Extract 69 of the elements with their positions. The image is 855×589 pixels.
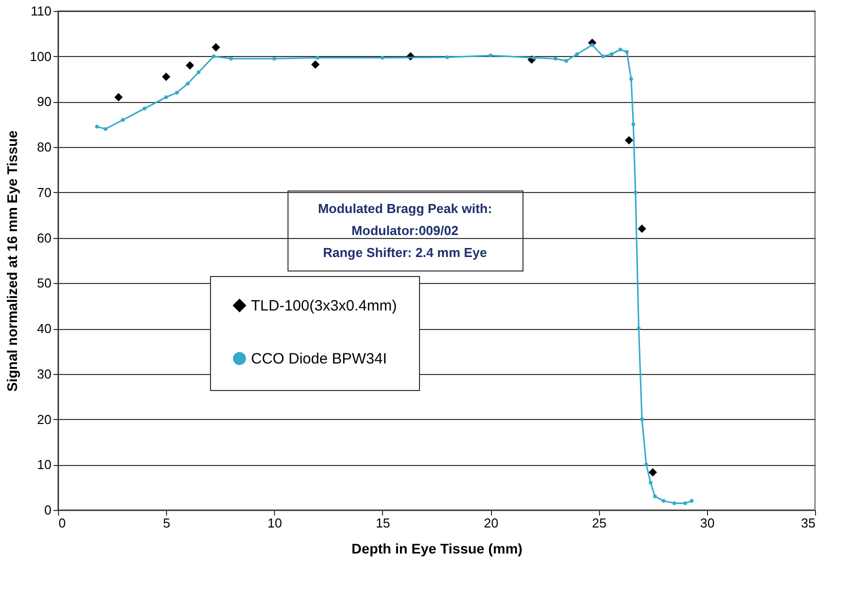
point xyxy=(564,59,568,63)
point xyxy=(164,95,168,100)
y-tick-label: 40 xyxy=(37,321,52,336)
point xyxy=(631,122,636,126)
y-axis-title: Signal normalized at 16 mm Eye Tissue xyxy=(4,130,20,392)
point xyxy=(554,56,558,60)
point xyxy=(690,499,694,503)
point xyxy=(212,54,216,58)
point xyxy=(638,224,646,233)
y-tick-label: 30 xyxy=(37,366,52,382)
point xyxy=(229,56,233,60)
point xyxy=(648,468,657,477)
x-tick-label: 20 xyxy=(484,516,498,530)
point xyxy=(648,480,652,485)
point xyxy=(95,124,99,129)
point xyxy=(624,50,629,54)
point xyxy=(644,462,648,467)
point xyxy=(316,56,320,60)
point xyxy=(445,55,450,60)
point xyxy=(186,61,194,70)
point xyxy=(488,54,492,58)
y-tick-label: 0 xyxy=(44,502,52,518)
x-tick-label: 30 xyxy=(700,516,715,530)
legend-label: CCO Diode BPW34I xyxy=(251,350,387,368)
x-tick-label: 0 xyxy=(58,516,66,530)
x-tick-label: 10 xyxy=(268,516,282,530)
annotation: Modulated Bragg Peak with: xyxy=(318,201,492,216)
point xyxy=(636,326,641,330)
point xyxy=(624,136,634,144)
y-tick-label: 100 xyxy=(30,48,52,64)
point xyxy=(575,52,579,56)
x-tick-label: 5 xyxy=(163,516,170,530)
point xyxy=(121,118,125,122)
point xyxy=(104,127,108,131)
x-tick-label: 35 xyxy=(801,516,816,530)
point xyxy=(162,72,170,81)
point xyxy=(175,90,179,95)
point xyxy=(634,190,638,194)
y-tick-label: 50 xyxy=(37,276,52,291)
y-tick-label: 10 xyxy=(37,457,52,472)
y-tick-label: 90 xyxy=(37,94,52,110)
point xyxy=(618,48,622,52)
y-tick-label: 80 xyxy=(37,140,52,155)
x-tick-label: 25 xyxy=(592,516,606,530)
point xyxy=(662,499,666,503)
point xyxy=(672,501,676,506)
point xyxy=(212,43,220,52)
y-tick-label: 60 xyxy=(37,230,52,246)
point xyxy=(311,60,320,69)
point xyxy=(601,54,605,58)
point xyxy=(142,106,146,110)
x-tick-label: 15 xyxy=(376,516,390,530)
y-tick-label: 20 xyxy=(37,412,52,427)
point xyxy=(114,93,123,102)
annotation: Range Shifter: 2.4 mm Eye xyxy=(323,245,487,260)
legend-label: TLD-100(3x3x0.4mm) xyxy=(251,298,397,314)
point xyxy=(629,77,634,81)
y-tick-label: 70 xyxy=(37,184,52,200)
point xyxy=(640,417,644,422)
point xyxy=(186,82,190,86)
point xyxy=(683,501,688,506)
point xyxy=(380,56,384,60)
annotation: Modulator:009/02 xyxy=(352,223,458,238)
point xyxy=(272,56,276,60)
x-axis-title: Depth in Eye Tissue (mm) xyxy=(352,540,522,556)
y-tick-label: 110 xyxy=(30,4,52,18)
point xyxy=(196,70,200,74)
point xyxy=(610,52,614,56)
point xyxy=(653,494,657,498)
